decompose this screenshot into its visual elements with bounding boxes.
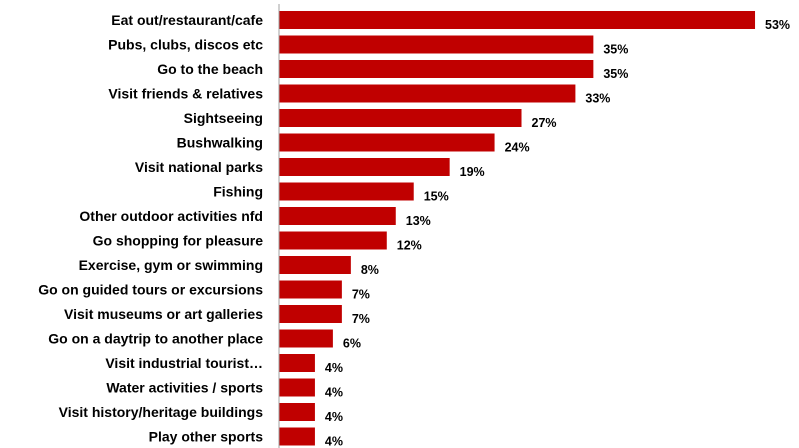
value-label: 4% [325,435,343,448]
bar [279,11,756,29]
bar [279,378,315,397]
category-label: Go shopping for pleasure [93,233,264,249]
category-label: Visit national parks [135,159,263,175]
category-label: Bushwalking [177,135,263,151]
value-label: 33% [585,92,610,106]
bar [279,427,315,446]
bar [279,256,351,274]
bar [279,84,576,103]
bar [279,280,342,299]
category-label: Play other sports [149,429,264,445]
value-label: 4% [325,410,343,424]
bar [279,35,594,54]
category-label: Sightseeing [184,110,263,126]
value-label: 4% [325,361,343,375]
value-label: 24% [505,141,530,155]
category-label: Exercise, gym or swimming [79,257,263,273]
bar [279,329,333,348]
category-label: Go on guided tours or excursions [38,282,263,298]
category-label: Go on a daytrip to another place [48,331,263,347]
value-label: 13% [406,214,431,228]
bar [279,354,315,372]
bar [279,133,495,152]
bar [279,403,315,421]
category-label: Other outdoor activities nfd [79,208,263,224]
category-label: Pubs, clubs, discos etc [108,37,263,53]
bars-layer [279,11,756,446]
category-label: Visit industrial tourist… [105,355,263,371]
value-labels-layer: 53%35%35%33%27%24%19%15%13%12%8%7%7%6%4%… [325,18,790,448]
category-label: Eat out/restaurant/cafe [111,12,263,28]
value-label: 15% [424,190,449,204]
value-label: 53% [765,18,790,32]
value-label: 35% [603,67,628,81]
category-label: Go to the beach [157,61,263,77]
bar [279,182,414,201]
bar [279,109,522,127]
bar [279,60,594,78]
value-label: 7% [352,288,370,302]
bar [279,158,450,176]
category-label: Fishing [213,184,263,200]
category-labels-layer: Eat out/restaurant/cafe Pubs, clubs, disc… [38,12,263,445]
value-label: 8% [361,263,379,277]
category-label: Visit history/heritage buildings [59,404,264,420]
value-label: 35% [603,43,628,57]
category-label: Water activities / sports [106,380,263,396]
value-label: 12% [397,239,422,253]
category-label: Visit friends & relatives [108,86,263,102]
value-label: 19% [460,165,485,179]
bar [279,305,342,323]
category-label: Visit museums or art galleries [64,306,263,322]
value-label: 7% [352,312,370,326]
value-label: 6% [343,337,361,351]
value-label: 4% [325,386,343,400]
value-label: 27% [532,116,557,130]
bar [279,231,387,250]
bar [279,207,396,225]
